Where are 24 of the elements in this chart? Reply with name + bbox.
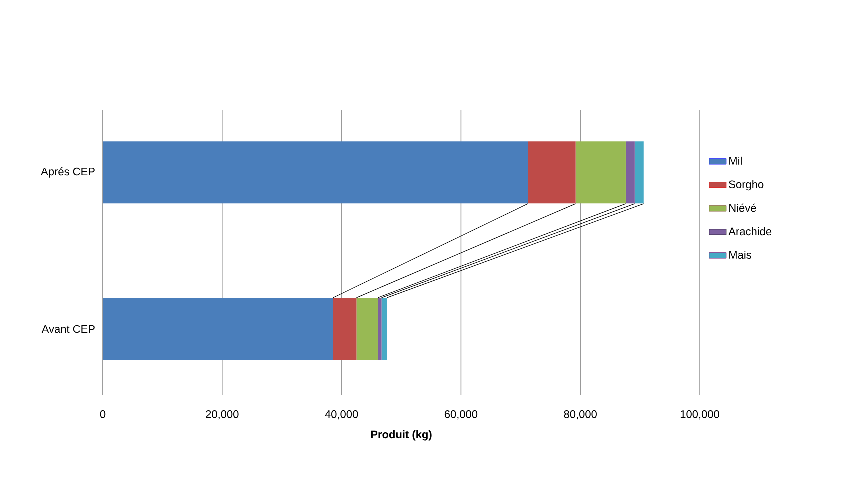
- x-tick-label: 40,000: [325, 410, 358, 420]
- bar: [333, 298, 357, 360]
- bar: [356, 298, 378, 360]
- x-tick-label: 80,000: [564, 410, 597, 420]
- x-tick-label: 60,000: [444, 410, 478, 420]
- legend-label: Mil: [730, 156, 742, 165]
- x-tick-label: 20,000: [206, 410, 239, 420]
- legend-label: Niévé: [730, 204, 756, 212]
- bar: [103, 142, 528, 204]
- x-axis-title: Produit (kg): [371, 430, 432, 441]
- bar: [576, 142, 626, 204]
- bar: [378, 298, 382, 360]
- bar: [626, 142, 635, 204]
- x-tick-label: 0: [100, 410, 106, 418]
- legend-label: Mais: [730, 250, 752, 260]
- bar: [528, 142, 576, 204]
- bar: [634, 142, 644, 204]
- y-tick-label: Avant CEP: [42, 325, 95, 334]
- legend-label: Arachide: [728, 227, 772, 236]
- legend-label: Sorgho: [729, 180, 764, 191]
- y-tick-label: Aprés CEP: [41, 167, 95, 178]
- bar: [382, 298, 388, 360]
- bar: [103, 298, 334, 360]
- x-tick-label: 100,000: [680, 410, 720, 420]
